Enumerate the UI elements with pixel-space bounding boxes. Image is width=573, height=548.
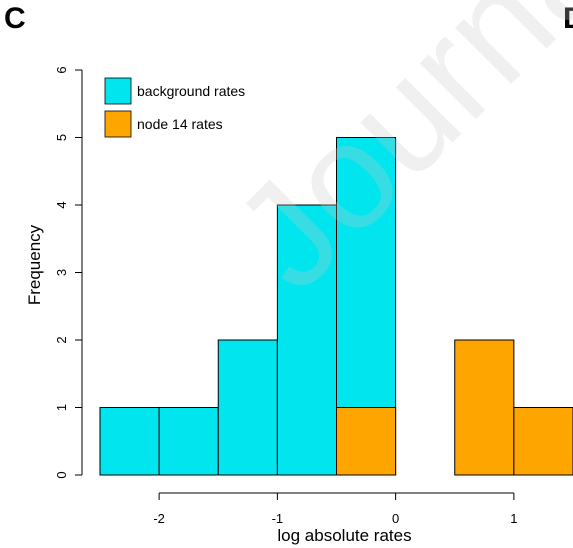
y-axis-label: Frequency <box>25 224 44 305</box>
legend-swatch-1 <box>104 110 132 138</box>
x-axis-label: log absolute rates <box>277 526 411 545</box>
bar-background-1 <box>158 407 219 476</box>
x-tick-label-0: -2 <box>153 511 165 526</box>
y-tick-label-5: 5 <box>54 134 69 141</box>
y-tick-label-4: 4 <box>54 201 69 208</box>
bar-node14-4 <box>336 407 397 476</box>
legend-swatch-0 <box>104 77 132 105</box>
y-tick-label-6: 6 <box>54 66 69 73</box>
bar-background-2 <box>217 339 278 476</box>
next-panel-label: D <box>563 4 573 34</box>
bar-background-3 <box>276 204 337 476</box>
legend-label-0: background rates <box>137 83 245 99</box>
panel-label: C <box>4 2 26 35</box>
bar-background-0 <box>99 407 160 476</box>
legend-label-1: node 14 rates <box>137 116 223 132</box>
y-tick-label-3: 3 <box>54 269 69 276</box>
y-tick-label-1: 1 <box>54 404 69 411</box>
y-tick-label-0: 0 <box>54 471 69 478</box>
x-tick-label-2: 0 <box>392 511 399 526</box>
y-tick-label-2: 2 <box>54 336 69 343</box>
x-tick-label-3: 1 <box>510 511 517 526</box>
bar-node14-6 <box>454 339 515 476</box>
bar-node14-7 <box>513 407 573 476</box>
x-tick-label-1: -1 <box>272 511 284 526</box>
